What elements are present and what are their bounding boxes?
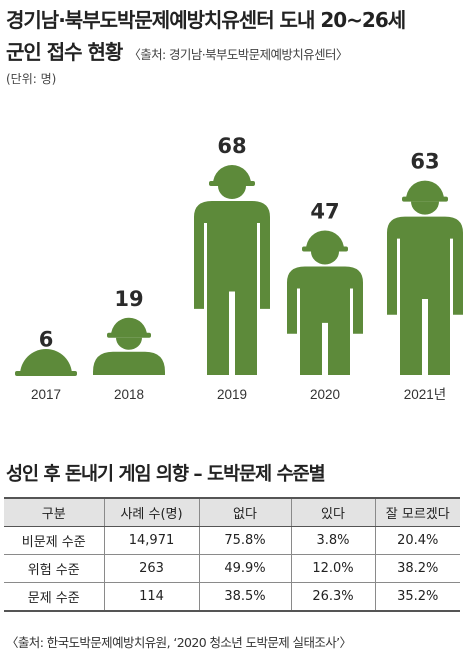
table-title: 성인 후 돈내기 게임 의향 – 도박문제 수준별 [6, 464, 326, 485]
face-shape [218, 186, 246, 199]
soldier-bar-2017 [15, 349, 77, 376]
helmet-shape [213, 165, 251, 184]
table-row: 비문제 수준 14,971 75.8% 3.8% 20.4% [4, 526, 460, 555]
soldier-bar-2018 [93, 317, 165, 375]
table-body: 비문제 수준 14,971 75.8% 3.8% 20.4% 위험 수준 263 49.9% 1… [4, 526, 460, 612]
table-row-label: 위험 수준 [4, 554, 104, 583]
data-label-2018: 19 [114, 287, 143, 311]
face-shape [116, 337, 142, 350]
helmet-brim [107, 332, 151, 338]
table-header-row: 구분 사례 수(명) 없다 있다 잘 모르겠다 [4, 497, 460, 527]
table-cell: 49.9% [198, 554, 291, 583]
table-cell: 3.8% [290, 526, 375, 555]
table-row: 문제 수준 114 38.5% 26.3% 35.2% [4, 582, 460, 612]
soldier-bar-chart: 6 2017 19 2018 68 2019 47 2020 63 2021년 [15, 134, 463, 402]
data-label-2020: 47 [310, 199, 339, 223]
torso-shape [93, 351, 165, 375]
year-label-2020: 2020 [310, 387, 340, 402]
body-shape [387, 216, 463, 375]
data-label-2019: 68 [217, 134, 246, 158]
table-cell: 38.5% [198, 582, 291, 612]
table-cell: 20.4% [374, 526, 460, 555]
soldier-bar-2021년 [387, 180, 463, 375]
helmet-shape [306, 230, 344, 250]
helmet-brim [15, 371, 77, 376]
helmet-brim [302, 246, 348, 252]
table-row-label: 문제 수준 [4, 582, 104, 612]
year-label-2018: 2018 [114, 387, 144, 402]
table-header-cell: 잘 모르겠다 [374, 497, 460, 527]
face-shape [411, 201, 439, 215]
chart-source: 〈출처: 경기남·북부도박문제예방치유센터〉 [128, 47, 348, 62]
soldier-bar-2020 [287, 230, 363, 375]
table-cell: 38.2% [374, 554, 460, 583]
table-header-cell: 사례 수(명) [103, 497, 199, 527]
helmet-brim [209, 181, 255, 186]
body-shape [287, 266, 363, 375]
face-shape [311, 251, 339, 265]
data-label-2017: 6 [39, 327, 54, 351]
body-shape [194, 201, 270, 375]
table-cell: 26.3% [290, 582, 375, 612]
chart-title-line2-row: 군인 접수 현황 〈출처: 경기남·북부도박문제예방치유센터〉 [6, 36, 348, 65]
table-row-label: 비문제 수준 [4, 526, 104, 555]
table-header-cell: 구분 [4, 497, 104, 527]
helmet-shape [406, 180, 444, 200]
table-header-cell: 있다 [290, 497, 375, 527]
data-label-2021년: 63 [410, 150, 439, 174]
table-cell: 14,971 [103, 526, 199, 555]
gambling-intention-table: 구분 사례 수(명) 없다 있다 잘 모르겠다 비문제 수준 14,971 75.8% 3.8… [4, 497, 460, 612]
year-label-2017: 2017 [31, 387, 61, 402]
helmet-brim [402, 196, 448, 202]
table-source: 〈출처: 한국도박문제예방치유원, ‘2020 청소년 도박문제 실태조사’〉 [6, 635, 352, 650]
year-label-2019: 2019 [217, 387, 247, 402]
table-cell: 12.0% [290, 554, 375, 583]
chart-title-line1: 경기남·북부도박문제예방치유센터 도내 20~26세 [6, 8, 406, 32]
table-cell: 114 [103, 582, 199, 612]
table-cell: 35.2% [374, 582, 460, 612]
helmet-shape [20, 349, 72, 375]
year-label-2021년: 2021년 [404, 387, 446, 402]
soldier-bar-2019 [194, 165, 270, 375]
helmet-shape [111, 317, 147, 336]
unit-label: (단위: 명) [6, 72, 57, 86]
table-header-cell: 없다 [198, 497, 291, 527]
table-cell: 263 [103, 554, 199, 583]
chart-title-line2: 군인 접수 현황 [6, 40, 123, 64]
table-row: 위험 수준 263 49.9% 12.0% 38.2% [4, 554, 460, 583]
table-cell: 75.8% [198, 526, 291, 555]
